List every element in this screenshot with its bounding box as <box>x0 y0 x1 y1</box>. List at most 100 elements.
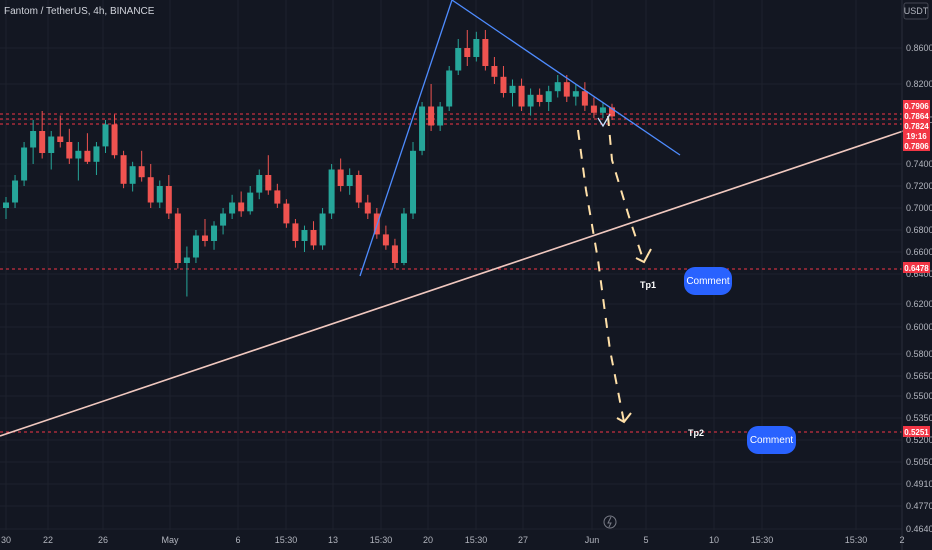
x-tick-label: 10 <box>709 535 719 545</box>
y-tick-label: 0.8200 <box>906 79 932 89</box>
price-badge-label: 0.5251 <box>904 428 929 437</box>
candle-body <box>581 91 588 106</box>
price-badge <box>903 262 930 273</box>
trendline-blue-descending[interactable] <box>451 0 681 156</box>
candle-body <box>156 186 163 203</box>
x-tick-label: 5 <box>643 535 648 545</box>
projection-path-tp1[interactable] <box>607 115 645 263</box>
x-tick-label: Jun <box>585 535 600 545</box>
x-tick-label: 26 <box>98 535 108 545</box>
candle-body <box>446 70 453 107</box>
projection-arrowhead-tp1 <box>635 248 652 264</box>
currency-button[interactable] <box>903 2 929 20</box>
candle-body <box>21 147 28 181</box>
x-tick-label: 15:30 <box>845 535 868 545</box>
candle-body <box>220 213 227 226</box>
y-tick-label: 0.6000 <box>906 322 932 332</box>
candle-body <box>319 213 326 246</box>
y-tick-label: 0.5050 <box>906 457 932 467</box>
candle-body <box>355 175 362 203</box>
comment-bubble-1[interactable] <box>684 267 732 295</box>
candle-body <box>30 131 37 148</box>
annotations[interactable]: Tp1 Tp2 Comment Comment <box>640 267 796 454</box>
candle-body <box>536 94 543 102</box>
y-tick-label: 0.6200 <box>906 299 932 309</box>
price-badge-label: 0.7864 <box>904 112 929 121</box>
trendline-support[interactable] <box>0 121 931 437</box>
price-badge-label: 0.7806 <box>904 142 929 151</box>
candle-body <box>328 169 335 214</box>
tp1-label: Tp1 <box>640 280 656 290</box>
horizontal-levels <box>0 113 902 433</box>
candle-body <box>509 85 516 93</box>
candle-body <box>419 106 426 151</box>
x-tick-labels: 30 22 26 May 6 15:30 13 15:30 20 15:30 27 Jun 5 10 15:… <box>1 535 905 545</box>
candle-body <box>3 202 9 208</box>
candle-body <box>111 124 118 156</box>
candle-body <box>382 234 389 246</box>
x-tick-label: 27 <box>518 535 528 545</box>
candle-body <box>274 190 281 204</box>
candle-body <box>238 202 245 212</box>
candle-body <box>609 107 615 117</box>
candle-body <box>265 175 272 191</box>
y-tick-label: 0.7200 <box>906 181 932 191</box>
candle-body <box>590 105 597 113</box>
candle-body <box>12 180 19 203</box>
candle-body <box>256 175 263 193</box>
y-tick-label: 0.4640 <box>906 524 932 534</box>
candlestick-series <box>3 30 615 297</box>
price-badge-label: 0.6478 <box>904 264 929 273</box>
y-tick-label: 0.6800 <box>906 225 932 235</box>
candle-body <box>391 245 398 263</box>
y-tick-label: 0.5200 <box>906 435 932 445</box>
price-badge <box>903 426 930 437</box>
comment-bubble-2[interactable] <box>747 426 796 454</box>
x-tick-label: 15:30 <box>370 535 393 545</box>
y-tick-label: 0.5500 <box>906 391 932 401</box>
y-tick-label: 0.5800 <box>906 349 932 359</box>
drawing-tools[interactable] <box>0 0 931 437</box>
y-tick-label: 0.5650 <box>906 371 932 381</box>
price-badge-label: 0.7824 <box>904 122 929 131</box>
candle-body <box>301 230 308 241</box>
candle-body <box>346 175 353 186</box>
y-tick-label: 0.6400 <box>906 269 932 279</box>
candle-body <box>165 186 172 214</box>
x-tick-label: 30 <box>1 535 11 545</box>
projection-path-tp2[interactable] <box>577 129 625 423</box>
x-tick-label: May <box>161 535 179 545</box>
x-tick-label: 13 <box>328 535 338 545</box>
candle-body <box>229 202 236 214</box>
x-tick-label: 2 <box>899 535 904 545</box>
candle-body <box>572 91 579 97</box>
candle-body <box>545 91 552 102</box>
x-tick-label: 6 <box>235 535 240 545</box>
candle-body <box>75 150 82 159</box>
candle-body <box>473 39 480 57</box>
candle-body <box>211 225 218 241</box>
candle-body <box>455 48 462 71</box>
candle-body <box>84 150 91 162</box>
candle-body <box>527 94 534 107</box>
y-tick-label: 0.7400 <box>906 159 932 169</box>
currency-label: USDT <box>904 6 929 16</box>
projection-arrowhead-tp2 <box>616 412 632 424</box>
candle-body <box>410 150 417 214</box>
x-tick-label: 20 <box>423 535 433 545</box>
lightning-icon[interactable] <box>603 515 617 529</box>
candle-body <box>518 85 525 107</box>
candle-body <box>183 257 190 263</box>
trendline-blue-ascending[interactable] <box>359 0 453 277</box>
candle-body <box>554 82 561 92</box>
y-tick-label: 0.8600 <box>906 43 932 53</box>
tp2-label: Tp2 <box>688 428 704 438</box>
candle-body <box>500 76 507 93</box>
candle-body <box>201 235 208 241</box>
candle-body <box>310 230 317 246</box>
candle-body <box>129 166 136 184</box>
